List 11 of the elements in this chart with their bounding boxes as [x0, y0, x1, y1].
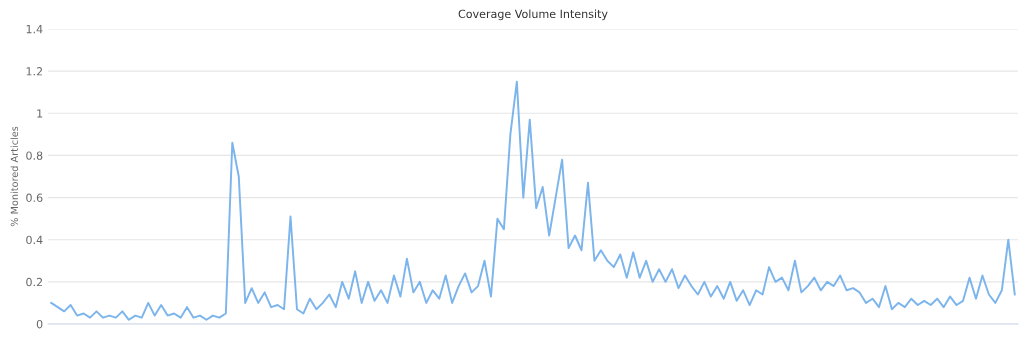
y-tick-label: 0.6 — [26, 193, 43, 202]
y-tick-label: 1.2 — [26, 67, 43, 76]
y-tick-label: 0 — [36, 319, 43, 329]
y-tick-label: 0.8 — [26, 151, 43, 160]
y-tick-label: 1.4 — [26, 25, 43, 34]
y-tick-label: 0.2 — [26, 277, 43, 287]
y-tick-label: 0.4 — [26, 235, 43, 245]
chart-title: Coverage Volume Intensity — [458, 9, 608, 21]
y-tick-label: 1 — [37, 109, 43, 118]
line-series — [50, 80, 1016, 321]
y-axis-title: % Monitored Articles — [10, 126, 19, 227]
